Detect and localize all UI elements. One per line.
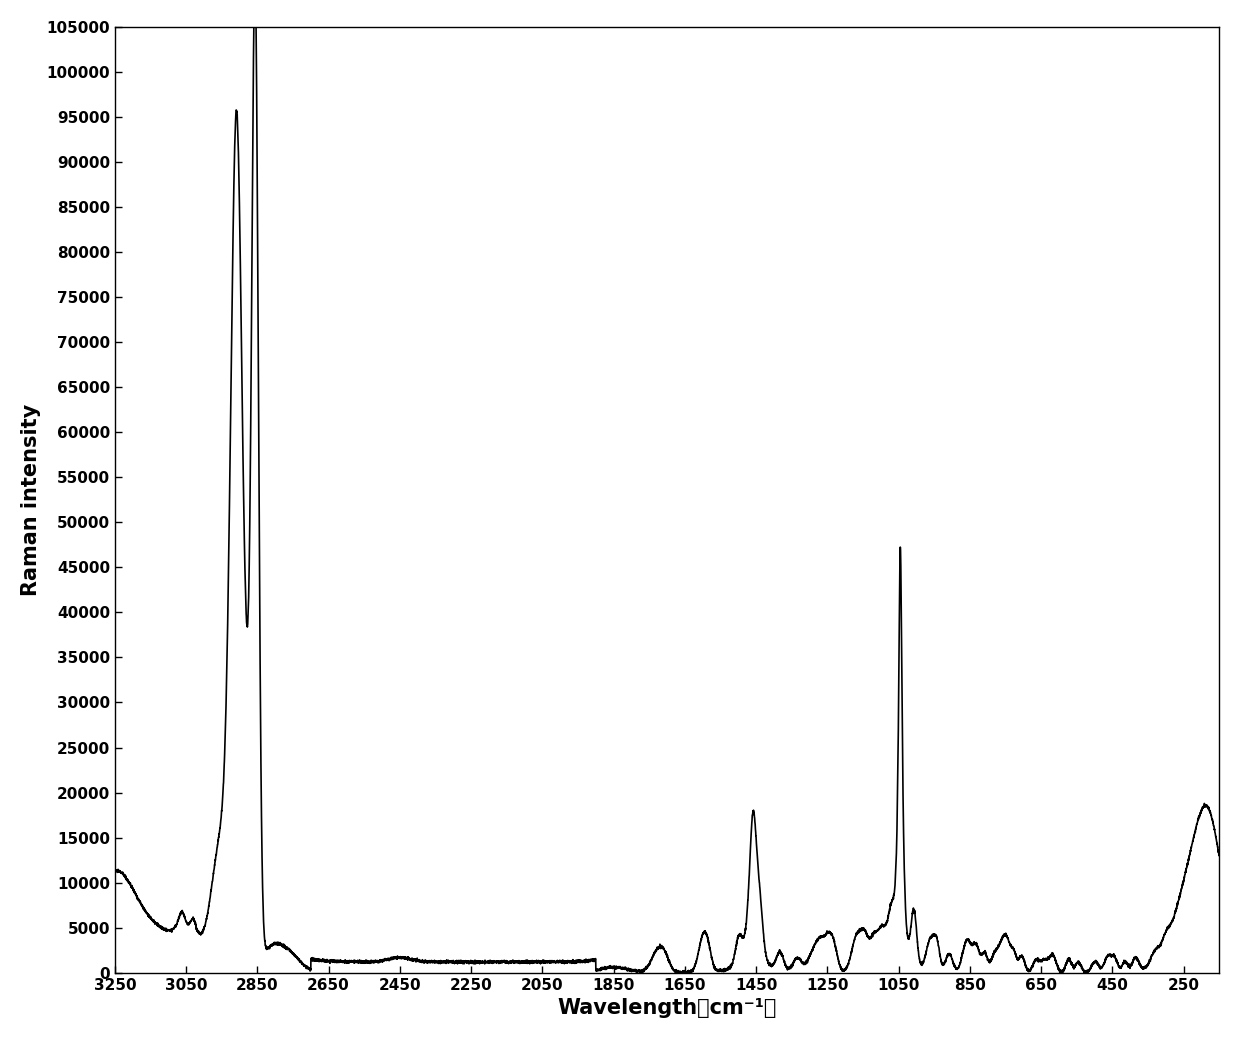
X-axis label: Wavelength（cm⁻¹）: Wavelength（cm⁻¹） [557, 998, 776, 1018]
Y-axis label: Raman intensity: Raman intensity [21, 404, 41, 596]
